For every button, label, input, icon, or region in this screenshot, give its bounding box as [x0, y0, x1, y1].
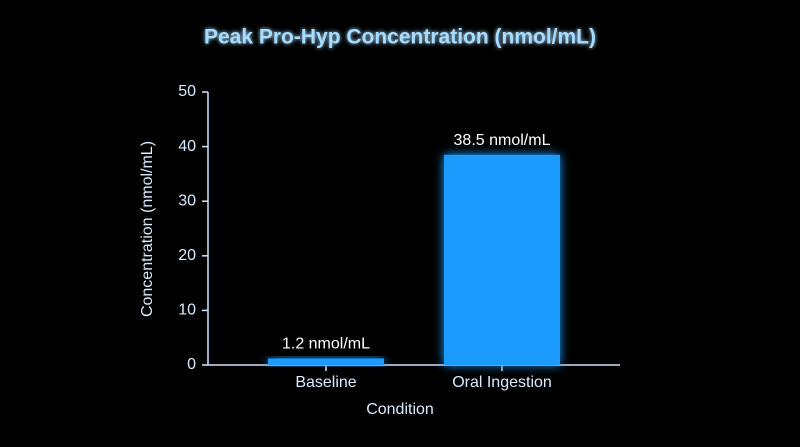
y-tick-label: 20 [178, 247, 196, 264]
x-axis-label: Condition [366, 401, 434, 418]
y-tick-label: 10 [178, 302, 196, 319]
x-tick-label: Baseline [295, 374, 356, 391]
y-tick-label: 40 [178, 138, 196, 155]
y-axis-label: Concentration (nmol/mL) [139, 141, 156, 317]
bar [444, 154, 560, 365]
value-label: 38.5 nmol/mL [454, 132, 551, 149]
y-tick-label: 0 [187, 356, 196, 373]
y-tick-label: 30 [178, 192, 196, 209]
chart-title: Peak Pro-Hyp Concentration (nmol/mL) [204, 26, 596, 49]
bar [268, 358, 384, 365]
y-tick-label: 50 [178, 83, 196, 100]
x-tick-label: Oral Ingestion [452, 374, 552, 391]
value-label: 1.2 nmol/mL [282, 336, 370, 353]
